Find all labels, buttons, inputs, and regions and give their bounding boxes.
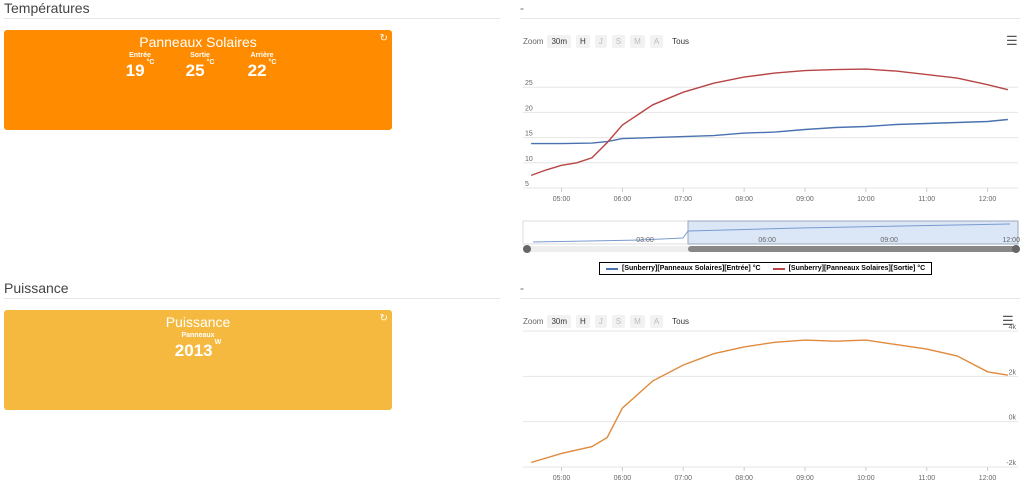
value-arriere: Arrière 22 °C [236,52,288,81]
y-tick-label: 10 [525,156,533,163]
zoom-m-button[interactable]: M [630,315,645,328]
refresh-icon[interactable]: ↻ [379,313,388,324]
value-label: Sortie [190,52,210,59]
zoom-j-button[interactable]: J [594,35,607,48]
hamburger-menu-icon[interactable]: ☰ [1006,33,1018,48]
scrollbar-right-handle [1012,245,1020,253]
zoom-all-button[interactable]: Tous [672,37,690,46]
value-unit: W [214,339,222,346]
section-dash: - [520,1,524,15]
value-unit: °C [206,59,215,66]
x-tick-label: 09:00 [796,475,814,482]
x-tick-label: 06:00 [614,475,632,482]
x-tick-label: 12:00 [979,475,997,482]
zoom-30m-button[interactable]: 30m [547,315,572,328]
section-divider [4,18,500,19]
solar-panels-widget: Panneaux Solaires ↻ Entrée 19 °C Sortie 2… [4,30,392,130]
zoom-j-button[interactable]: J [594,315,607,328]
scrollbar-left-handle [523,245,531,253]
legend-item-entree[interactable]: [Sunberry][Panneaux Solaires][Entrée] °C [606,265,761,272]
navigator-tick-label: 09:00 [880,237,898,244]
zoom-bar-temperatures: Zoom 30m H J S M A Tous [523,35,698,48]
y-tick-label: 2k [1009,369,1017,376]
section-title-puissance: Puissance [4,280,69,296]
navigator-tick-label: 12:00 [1002,237,1020,244]
legend-item-sortie[interactable]: [Sunberry][Panneaux Solaires][Sortie] °C [772,265,926,272]
y-tick-label: 5 [525,181,529,188]
value-unit: °C [146,59,155,66]
navigator-tick-label: 03:00 [636,237,654,244]
y-tick-label: -2k [1006,460,1016,467]
value-number: 19 [125,61,145,80]
x-tick-label: 11:00 [918,475,935,482]
navigator-selection [687,220,1019,245]
section-divider [520,298,1020,299]
y-tick-label: 15 [525,131,533,138]
zoom-bar-power: Zoom 30m H J S M A Tous [523,315,698,328]
zoom-all-button[interactable]: Tous [672,317,690,326]
series-line-sortie [530,68,1009,177]
navigator-series [532,223,1011,243]
widget-title: Puissance [165,314,231,330]
navigator-frame [522,220,1019,245]
zoom-h-button[interactable]: H [576,35,590,48]
x-tick-label: 12:00 [979,196,997,203]
x-tick-label: 09:00 [796,196,814,203]
legend-label: [Sunberry][Panneaux Solaires][Sortie] °C [788,265,926,272]
section-title-temperatures: Températures [4,0,90,16]
value-number: 22 [247,61,267,80]
x-tick-label: 05:00 [553,196,571,203]
series-line-power [530,339,1009,464]
zoom-s-button[interactable]: S [611,35,626,48]
x-tick-label: 08:00 [735,475,753,482]
legend-swatch [606,267,618,270]
series-line-entree [531,118,1008,145]
section-dash: - [520,281,524,295]
legend-swatch [772,267,785,270]
widget-title: Panneaux Solaires [139,34,257,50]
zoom-s-button[interactable]: S [611,315,626,328]
section-divider [520,18,1020,19]
zoom-label: Zoom [523,317,544,326]
zoom-a-button[interactable]: A [649,315,664,328]
y-tick-label: 25 [525,80,533,87]
x-tick-label: 07:00 [675,196,693,203]
x-tick-label: 08:00 [735,196,753,203]
x-tick-label: 06:00 [614,196,632,203]
y-tick-label: 0k [1009,415,1017,422]
refresh-icon[interactable]: ↻ [379,33,388,44]
chart-legend: [Sunberry][Panneaux Solaires][Entrée] °C… [599,262,933,275]
power-widget: Puissance ↻ Panneaux 2013 W [4,310,392,410]
y-tick-label: 20 [525,105,533,112]
zoom-m-button[interactable]: M [630,35,645,48]
value-entree: Entrée 19 °C [116,52,164,81]
value-unit: °C [268,59,277,66]
scrollbar-track [523,246,1018,252]
hamburger-menu-icon[interactable]: ☰ [1002,313,1014,328]
value-sortie: Sortie 25 °C [176,52,224,81]
x-tick-label: 11:00 [918,196,935,203]
value-label: Arrière [250,52,274,59]
x-tick-label: 07:00 [675,475,693,482]
x-tick-label: 05:00 [553,475,571,482]
value-label: Entrée [129,52,151,59]
value-label: Panneaux [181,332,215,339]
zoom-label: Zoom [523,37,544,46]
zoom-h-button[interactable]: H [576,315,590,328]
value-number: 25 [185,61,205,80]
legend-label: [Sunberry][Panneaux Solaires][Entrée] °C [622,265,761,272]
scrollbar-thumb [688,246,1018,252]
x-tick-label: 10:00 [857,475,875,482]
section-divider [4,298,500,299]
value-panneaux: Panneaux 2013 W [158,332,238,361]
zoom-a-button[interactable]: A [649,35,664,48]
value-number: 2013 [174,341,213,360]
x-tick-label: 10:00 [857,196,875,203]
navigator-tick-label: 06:00 [758,237,776,244]
zoom-30m-button[interactable]: 30m [547,35,572,48]
